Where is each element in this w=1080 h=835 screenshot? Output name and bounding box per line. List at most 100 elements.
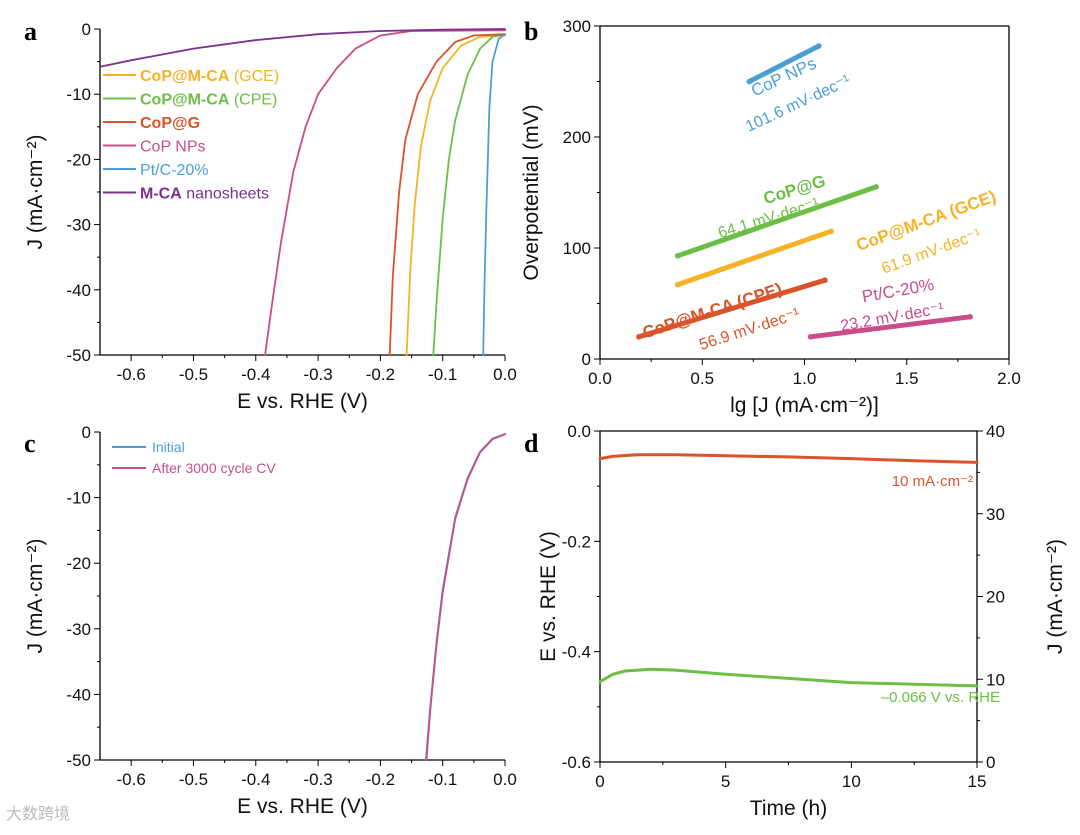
data-point [851, 682, 853, 684]
x-tick-label: -0.1 [428, 770, 457, 789]
legend-bold: CoP@M-CA [140, 68, 230, 85]
data-point [675, 454, 677, 456]
data-point [637, 454, 639, 456]
data-point [392, 276, 394, 278]
data-point [99, 66, 101, 68]
data-point [913, 460, 915, 462]
data-point [675, 253, 681, 259]
x-tick-label: 1.0 [793, 369, 817, 388]
y-tick-label: -50 [66, 751, 91, 770]
x-tick-label: 2.0 [997, 369, 1021, 388]
y2-axis-title: J (mA·cm⁻²) [1044, 539, 1067, 654]
data-point [454, 41, 456, 43]
x-tick-label: -0.4 [241, 770, 270, 789]
series-line-cop-m-ca-gce- [678, 231, 831, 284]
x-axis-title: E vs. RHE (V) [237, 795, 368, 818]
x-tick-label: 0.5 [690, 369, 714, 388]
y-tick-label: -30 [66, 620, 91, 639]
data-point [816, 43, 822, 49]
legend-item: After 3000 cycle CV [152, 460, 276, 476]
series-line--0-066-v-vs-rhe [600, 669, 977, 686]
x-tick-label: -0.2 [366, 770, 395, 789]
legend-item: M-CA nanosheets [140, 186, 269, 203]
x-tick-label: -0.5 [179, 770, 208, 789]
data-point [317, 93, 319, 95]
data-point [420, 146, 422, 148]
data-point [448, 159, 450, 161]
legend-item: CoP@M-CA (GCE) [140, 68, 279, 85]
x-tick-label: -0.5 [179, 365, 208, 384]
data-point [436, 644, 438, 646]
y-axis-title: Overpotential (mV) [520, 104, 543, 280]
data-point [675, 669, 677, 671]
data-point [599, 681, 601, 683]
legend-item: CoP@M-CA (CPE) [140, 92, 277, 109]
data-point [417, 93, 419, 95]
y-tick-label: -40 [66, 281, 91, 300]
x-tick-label: 10 [842, 772, 861, 791]
series-line-pt-c-20- [483, 34, 505, 355]
x-tick-label: -0.4 [241, 365, 270, 384]
data-point [649, 669, 651, 671]
data-point [292, 172, 294, 174]
x-tick-label: -0.2 [366, 365, 395, 384]
data-point [612, 673, 614, 675]
data-point [479, 452, 481, 454]
y2-tick-label: 40 [986, 422, 1005, 441]
data-point [725, 455, 727, 457]
data-point [479, 36, 481, 38]
legend-item: Initial [152, 439, 185, 455]
data-point [429, 710, 431, 712]
data-point [380, 35, 382, 37]
data-point [484, 289, 486, 291]
data-point [380, 30, 382, 32]
data-point [454, 119, 456, 121]
x-axis-title: Time (h) [750, 797, 827, 820]
y-tick-label: 200 [563, 128, 591, 147]
data-point [442, 29, 444, 31]
data-point [913, 683, 915, 685]
data-point [976, 462, 978, 464]
data-point [498, 38, 500, 40]
panel-label: c [24, 429, 36, 458]
data-point [976, 685, 978, 687]
data-point [492, 438, 494, 440]
y2-tick-label: 20 [986, 588, 1005, 607]
data-point [398, 191, 400, 193]
data-point [636, 334, 642, 340]
legend-bold: M-CA [140, 186, 182, 203]
data-point [828, 229, 834, 235]
legend-bold: CoP@G [140, 115, 200, 132]
data-point [467, 478, 469, 480]
legend-text: (CPE) [229, 92, 277, 109]
data-point [725, 673, 727, 675]
x-tick-label: -0.6 [117, 770, 146, 789]
y-tick-label: -10 [66, 85, 91, 104]
watermark: 大数跨境 [6, 800, 70, 824]
x-axis-title: lg [J (mA·cm⁻²)] [730, 394, 879, 417]
data-point [467, 74, 469, 76]
y-axis-title: J (mA·cm⁻²) [24, 539, 47, 654]
data-point [442, 67, 444, 69]
slope-label: 23.2 mV·dec⁻¹ [839, 300, 945, 335]
x-tick-label: 15 [968, 772, 987, 791]
y-tick-label: 300 [563, 17, 591, 36]
data-point [504, 28, 506, 30]
y-axis-title: J (mA·cm⁻²) [24, 135, 47, 250]
x-tick-label: 5 [721, 772, 730, 791]
data-point [317, 33, 319, 35]
legend-text: CoP NPs [140, 139, 206, 156]
y-tick-label: 0.0 [567, 422, 591, 441]
data-point [822, 277, 828, 283]
y-tick-label: -0.2 [562, 532, 591, 551]
legend-item: Pt/C-20% [140, 162, 208, 179]
legend-text: (GCE) [229, 68, 279, 85]
x-tick-label: -0.6 [117, 365, 146, 384]
x-tick-label: 0.0 [588, 369, 612, 388]
y-tick-label: -50 [66, 346, 91, 365]
data-point [788, 678, 790, 680]
series-line-cop-nps [265, 30, 505, 355]
data-point [271, 309, 273, 311]
